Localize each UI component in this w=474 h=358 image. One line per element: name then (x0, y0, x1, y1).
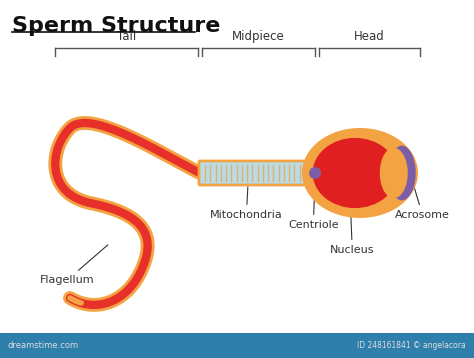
FancyBboxPatch shape (199, 161, 311, 185)
Ellipse shape (380, 148, 408, 198)
Ellipse shape (302, 128, 418, 218)
Ellipse shape (309, 167, 321, 179)
Ellipse shape (388, 146, 416, 200)
Ellipse shape (313, 138, 397, 208)
Text: Flagellum: Flagellum (40, 245, 108, 285)
Bar (0, 333, 474, 358)
Text: dreamstime.com: dreamstime.com (8, 342, 79, 350)
Text: Sperm Structure: Sperm Structure (12, 16, 220, 36)
Text: Tail: Tail (117, 30, 136, 43)
Text: Mitochondria: Mitochondria (210, 187, 283, 220)
Text: ID 248161841 © angelacora: ID 248161841 © angelacora (357, 342, 466, 350)
Text: Midpiece: Midpiece (232, 30, 285, 43)
Text: Head: Head (354, 30, 385, 43)
Text: Centriole: Centriole (288, 182, 338, 230)
Text: Acrosome: Acrosome (395, 176, 450, 220)
Text: Nucleus: Nucleus (330, 196, 374, 255)
